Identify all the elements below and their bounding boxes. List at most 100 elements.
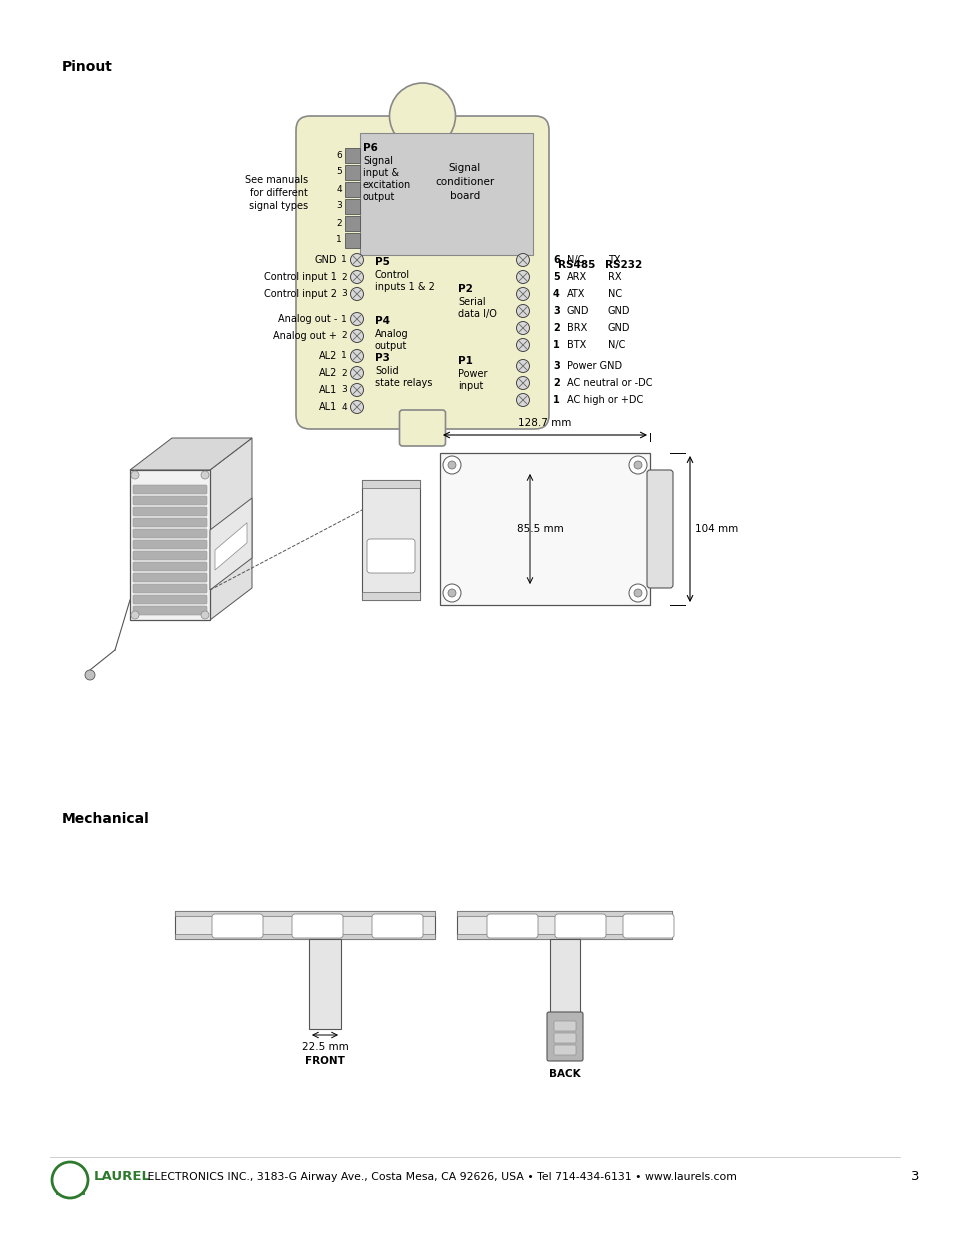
Polygon shape [210, 438, 252, 620]
Text: P3: P3 [375, 353, 390, 363]
Circle shape [350, 288, 363, 300]
FancyBboxPatch shape [361, 592, 419, 600]
Circle shape [201, 611, 209, 619]
FancyBboxPatch shape [132, 573, 207, 582]
FancyBboxPatch shape [132, 540, 207, 550]
Circle shape [516, 377, 529, 389]
FancyBboxPatch shape [486, 914, 537, 939]
Circle shape [85, 671, 95, 680]
Text: 22.5 mm: 22.5 mm [301, 1042, 348, 1052]
Text: L: L [64, 1168, 75, 1186]
Text: RX: RX [607, 272, 620, 282]
Text: Serial: Serial [457, 296, 485, 308]
Circle shape [516, 270, 529, 284]
Text: FRONT: FRONT [305, 1056, 345, 1066]
Circle shape [448, 589, 456, 597]
FancyBboxPatch shape [457, 934, 672, 939]
Text: Analog out +: Analog out + [273, 331, 336, 341]
Circle shape [516, 359, 529, 373]
Text: GND: GND [607, 306, 630, 316]
Text: 128.7 mm: 128.7 mm [517, 417, 571, 429]
Text: conditioner: conditioner [435, 177, 494, 186]
Text: 5: 5 [553, 272, 559, 282]
Text: ARX: ARX [566, 272, 586, 282]
Text: GND: GND [607, 324, 630, 333]
FancyBboxPatch shape [345, 215, 360, 231]
Text: 5: 5 [335, 168, 341, 177]
Text: state relays: state relays [375, 378, 432, 388]
Text: Control: Control [375, 270, 410, 280]
FancyBboxPatch shape [132, 496, 207, 505]
Text: 1: 1 [341, 315, 347, 324]
Text: AC high or +DC: AC high or +DC [566, 395, 642, 405]
Text: P5: P5 [375, 257, 390, 267]
Text: inputs 1 & 2: inputs 1 & 2 [375, 282, 435, 291]
Text: Pinout: Pinout [62, 61, 112, 74]
Text: Power: Power [457, 369, 487, 379]
Circle shape [516, 288, 529, 300]
Circle shape [634, 589, 641, 597]
Text: data I/O: data I/O [457, 309, 497, 319]
Text: N/C: N/C [607, 340, 625, 350]
Text: Power GND: Power GND [566, 361, 621, 370]
FancyBboxPatch shape [361, 480, 419, 488]
Text: 3: 3 [910, 1171, 919, 1183]
Text: P4: P4 [375, 316, 390, 326]
Text: Signal: Signal [449, 163, 480, 173]
Text: 1: 1 [553, 395, 559, 405]
Text: N/C: N/C [566, 254, 584, 266]
Text: Control input 2: Control input 2 [264, 289, 336, 299]
Text: 2: 2 [553, 378, 559, 388]
Circle shape [516, 338, 529, 352]
Text: ELECTRONICS INC., 3183-G Airway Ave., Costa Mesa, CA 92626, USA • Tel 714-434-61: ELECTRONICS INC., 3183-G Airway Ave., Co… [144, 1172, 736, 1182]
Circle shape [516, 305, 529, 317]
FancyBboxPatch shape [174, 911, 435, 916]
Text: Control input 1: Control input 1 [264, 272, 336, 282]
FancyBboxPatch shape [345, 164, 360, 179]
Text: 104 mm: 104 mm [695, 524, 738, 534]
Text: AC neutral or -DC: AC neutral or -DC [566, 378, 652, 388]
Text: 85.5 mm: 85.5 mm [517, 524, 563, 534]
Circle shape [516, 253, 529, 267]
FancyBboxPatch shape [132, 595, 207, 604]
FancyBboxPatch shape [174, 934, 435, 939]
Text: output: output [363, 191, 395, 203]
FancyBboxPatch shape [361, 480, 419, 600]
Text: 3: 3 [335, 201, 341, 210]
Text: 2: 2 [553, 324, 559, 333]
FancyBboxPatch shape [132, 529, 207, 538]
Polygon shape [210, 498, 252, 590]
Circle shape [389, 83, 455, 149]
FancyBboxPatch shape [132, 508, 207, 516]
Text: 3: 3 [553, 306, 559, 316]
Text: Analog: Analog [375, 329, 408, 338]
Text: 4: 4 [336, 184, 341, 194]
Text: input &: input & [363, 168, 398, 178]
Text: 2: 2 [341, 331, 347, 341]
Text: 2: 2 [341, 273, 347, 282]
FancyBboxPatch shape [622, 914, 673, 939]
FancyBboxPatch shape [345, 232, 360, 247]
Text: 6: 6 [553, 254, 559, 266]
Text: P6: P6 [363, 143, 377, 153]
Text: excitation: excitation [363, 180, 411, 190]
Text: 4: 4 [553, 289, 559, 299]
Text: TX: TX [607, 254, 619, 266]
FancyBboxPatch shape [345, 147, 360, 163]
Text: Analog out -: Analog out - [277, 314, 336, 324]
FancyBboxPatch shape [554, 1045, 576, 1055]
Text: BRX: BRX [566, 324, 587, 333]
FancyBboxPatch shape [345, 199, 360, 214]
FancyBboxPatch shape [295, 116, 548, 429]
Text: LAUREL: LAUREL [94, 1171, 151, 1183]
Circle shape [131, 611, 139, 619]
FancyBboxPatch shape [554, 1032, 576, 1044]
Circle shape [628, 456, 646, 474]
Circle shape [350, 253, 363, 267]
Text: output: output [375, 341, 407, 351]
Text: Mechanical: Mechanical [62, 811, 150, 826]
Text: 1: 1 [335, 236, 341, 245]
FancyBboxPatch shape [457, 911, 672, 916]
FancyBboxPatch shape [345, 182, 360, 196]
FancyBboxPatch shape [554, 1021, 576, 1031]
